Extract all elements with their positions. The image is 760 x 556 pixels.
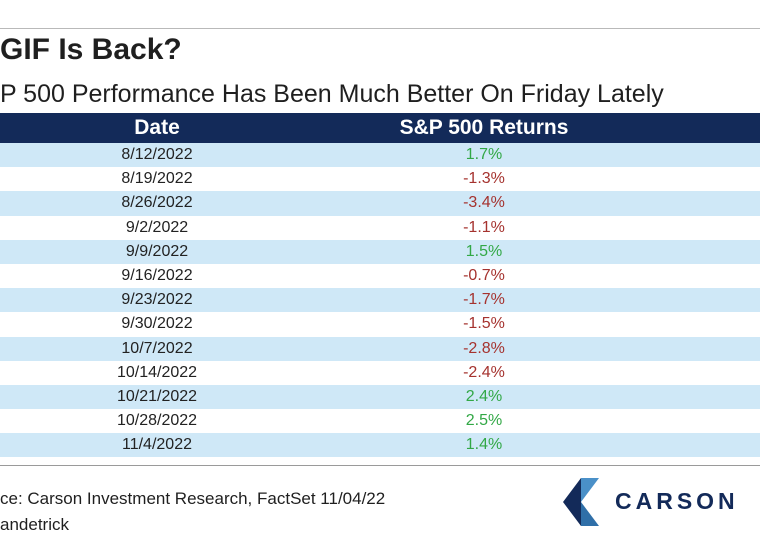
return-cell: -3.4%	[463, 194, 505, 212]
date-cell: 10/28/2022	[116, 412, 198, 430]
return-cell: 2.5%	[465, 412, 503, 430]
return-cell: -1.3%	[463, 170, 505, 188]
table-row: 8/12/2022 1.7%	[0, 143, 760, 168]
table-body: 8/12/2022 1.7% 8/19/2022 -1.3% 8/26/2022 -3.4…	[0, 143, 760, 458]
return-cell: -1.1%	[463, 218, 505, 236]
credit-note: andetrick	[0, 515, 69, 534]
return-cell: -0.7%	[463, 267, 505, 285]
date-cell: 8/12/2022	[121, 146, 193, 164]
date-cell: 10/14/2022	[116, 363, 198, 381]
date-cell: 9/2/2022	[125, 218, 189, 236]
top-divider	[0, 28, 760, 29]
header-date: Date	[134, 116, 180, 139]
date-cell: 10/21/2022	[116, 387, 198, 405]
table-row: 9/9/2022 1.5%	[0, 239, 760, 264]
table-row: 10/21/2022 2.4%	[0, 384, 760, 410]
return-cell: 1.7%	[465, 146, 503, 164]
source-note: ce: Carson Investment Research, FactSet …	[0, 489, 386, 508]
carson-logo-text: CARSON	[615, 488, 739, 514]
date-cell: 9/9/2022	[125, 242, 189, 260]
return-cell: -2.4%	[463, 363, 505, 381]
header-returns: S&P 500 Returns	[399, 116, 569, 139]
date-cell: 9/23/2022	[121, 291, 193, 309]
table-row: 10/28/2022 2.5%	[0, 409, 760, 433]
date-cell: 8/26/2022	[121, 194, 193, 212]
return-cell: -1.7%	[463, 291, 505, 309]
table-row: 10/7/2022 -2.8%	[0, 336, 760, 361]
return-cell: 1.4%	[465, 436, 503, 454]
date-cell: 9/30/2022	[121, 315, 193, 333]
return-cell: 2.4%	[465, 387, 503, 405]
chart-title: GIF Is Back?	[0, 33, 182, 66]
chart-subtitle: P 500 Performance Has Been Much Better O…	[0, 80, 664, 108]
date-cell: 9/16/2022	[121, 267, 193, 285]
table-row: 10/14/2022 -2.4%	[0, 361, 760, 385]
table-row: 11/4/2022 1.4%	[0, 433, 760, 458]
table-row: 8/19/2022 -1.3%	[0, 167, 760, 191]
carson-logo-icon	[563, 478, 599, 526]
table-row: 9/2/2022 -1.1%	[0, 216, 760, 240]
carson-logo: CARSON	[563, 478, 753, 526]
table-row: 9/23/2022 -1.7%	[0, 288, 760, 313]
return-cell: -2.8%	[463, 339, 505, 357]
table-row: 9/16/2022 -0.7%	[0, 264, 760, 288]
table-row: 8/26/2022 -3.4%	[0, 191, 760, 216]
table-header: Date S&P 500 Returns	[0, 113, 760, 143]
bottom-divider	[0, 465, 760, 466]
date-cell: 8/19/2022	[121, 170, 193, 188]
table-row: 9/30/2022 -1.5%	[0, 312, 760, 336]
date-cell: 11/4/2022	[122, 436, 192, 454]
returns-table: Date S&P 500 Returns 8/12/2022 1.7% 8/19/2…	[0, 113, 760, 458]
return-cell: 1.5%	[465, 242, 503, 260]
return-cell: -1.5%	[463, 315, 505, 333]
date-cell: 10/7/2022	[121, 339, 193, 357]
